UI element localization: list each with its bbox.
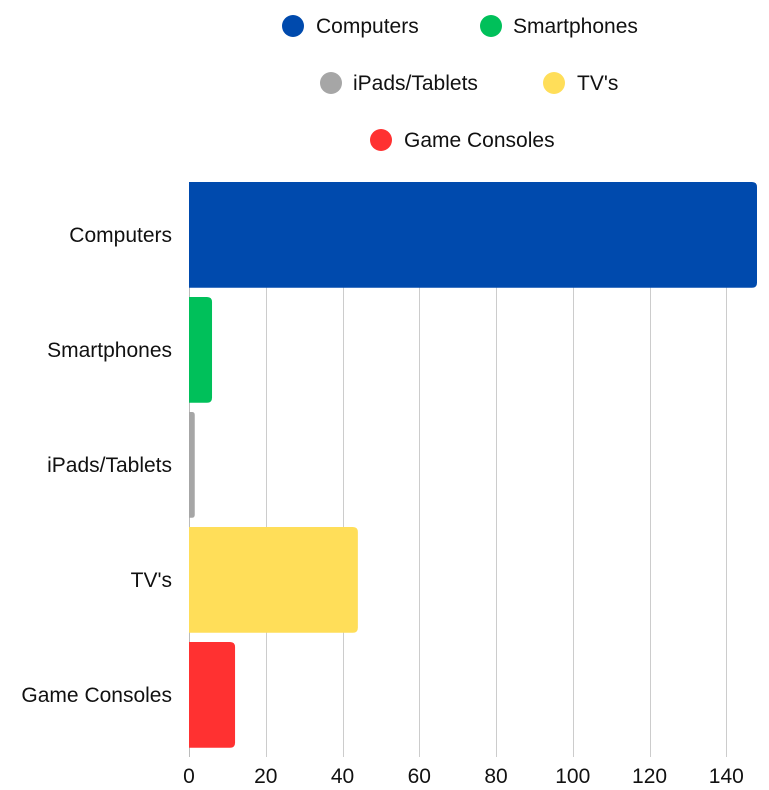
bar-ipads-tablets <box>189 412 195 518</box>
legend-swatch <box>320 72 342 94</box>
legend-label: Computers <box>316 15 419 38</box>
legend-label: TV's <box>577 72 618 95</box>
x-axis-ticks: 0 20 40 60 80 100 120 140 <box>183 765 744 788</box>
x-tick-label: 140 <box>709 765 744 788</box>
x-tick-label: 60 <box>408 765 431 788</box>
x-tick-label: 40 <box>331 765 354 788</box>
bar-tv-s <box>189 527 358 633</box>
legend-swatch <box>480 15 502 37</box>
bar-computers <box>189 182 757 288</box>
legend-swatch <box>543 72 565 94</box>
bar-game-consoles <box>189 642 236 748</box>
x-tick-label: 100 <box>555 765 590 788</box>
category-label: Smartphones <box>47 339 172 362</box>
x-tick-label: 20 <box>254 765 277 788</box>
legend-label: Game Consoles <box>404 129 555 152</box>
x-tick-label: 120 <box>632 765 667 788</box>
x-tick-label: 0 <box>183 765 195 788</box>
legend-item-smartphones: Smartphones <box>480 15 638 38</box>
legend-label: Smartphones <box>513 15 638 38</box>
legend-item-tvs: TV's <box>543 72 618 95</box>
legend: Computers Smartphones iPads/Tablets TV's… <box>282 15 638 152</box>
bar-smartphones <box>189 297 213 403</box>
legend-swatch <box>282 15 304 37</box>
category-labels: Computers Smartphones iPads/Tablets TV's Gam… <box>21 224 172 707</box>
category-label: Computers <box>69 224 172 247</box>
x-tick-label: 80 <box>484 765 507 788</box>
legend-label: iPads/Tablets <box>353 72 478 95</box>
category-label: iPads/Tablets <box>47 454 172 477</box>
legend-item-ipads-tablets: iPads/Tablets <box>320 72 478 95</box>
legend-item-computers: Computers <box>282 15 419 38</box>
category-label: Game Consoles <box>21 684 172 707</box>
legend-item-game-consoles: Game Consoles <box>370 129 555 152</box>
bars <box>189 182 757 748</box>
legend-swatch <box>370 129 392 151</box>
category-label: TV's <box>131 569 172 592</box>
